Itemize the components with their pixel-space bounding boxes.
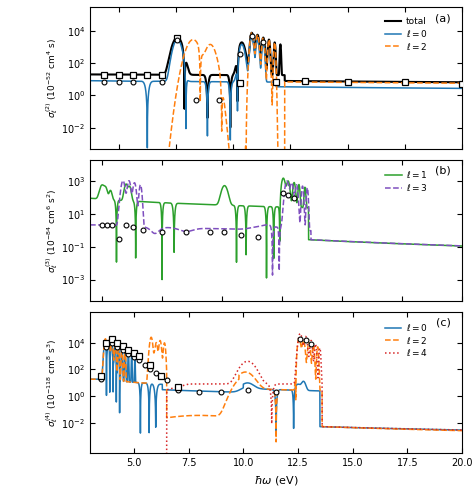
$\ell=1$	[222, 183, 228, 189]
Line: $\ell=3$: $\ell=3$	[90, 180, 462, 275]
$\ell=3$	[459, 243, 465, 249]
Y-axis label: $\sigma_\ell^{(3)}$ ($10^{-84}$ cm$^6$ s$^2$): $\sigma_\ell^{(3)}$ ($10^{-84}$ cm$^6$ s…	[44, 188, 60, 272]
$\ell=2$	[109, 339, 115, 345]
Line: $\ell=2$: $\ell=2$	[90, 337, 462, 442]
Legend: $\ell=0$, $\ell=2$, $\ell=4$: $\ell=0$, $\ell=2$, $\ell=4$	[382, 318, 432, 362]
$\ell=1$	[383, 240, 389, 246]
$\ell=0$	[440, 427, 446, 433]
$\ell=3$	[324, 238, 329, 244]
$\ell=2$	[222, 104, 228, 110]
$\ell=0$	[87, 376, 93, 382]
total	[249, 30, 255, 36]
$\ell=3$	[87, 222, 93, 228]
$\ell=0$	[269, 387, 275, 393]
$\ell=4$	[297, 331, 303, 336]
$\ell=2$	[269, 387, 275, 393]
$\ell=4$	[440, 426, 446, 432]
Line: $\ell=1$: $\ell=1$	[90, 178, 462, 280]
Line: total: total	[90, 33, 462, 128]
$\ell=0$	[459, 427, 465, 433]
X-axis label: $\hbar\omega$ (eV): $\hbar\omega$ (eV)	[254, 474, 299, 487]
total	[459, 80, 465, 85]
$\ell=2$	[273, 439, 279, 445]
Line: $\ell=4$: $\ell=4$	[90, 333, 462, 463]
$\ell=1$	[308, 237, 313, 243]
$\ell=2$	[459, 80, 465, 86]
Line: $\ell=0$: $\ell=0$	[90, 36, 462, 148]
$\ell=4$	[87, 460, 93, 466]
Legend: total, $\ell=0$, $\ell=2$: total, $\ell=0$, $\ell=2$	[382, 13, 432, 55]
Y-axis label: $\sigma_\ell^{(2)}$ ($10^{-52}$ cm$^4$ s): $\sigma_\ell^{(2)}$ ($10^{-52}$ cm$^4$ s…	[45, 38, 60, 118]
$\ell=3$	[363, 239, 369, 245]
Text: (a): (a)	[435, 13, 451, 23]
$\ell=2$	[459, 428, 465, 434]
$\ell=2$	[89, 376, 95, 382]
total	[106, 72, 111, 78]
$\ell=2$	[103, 336, 109, 342]
$\ell=0$	[363, 84, 369, 90]
$\ell=0$	[249, 33, 255, 39]
$\ell=0$	[383, 85, 389, 91]
$\ell=0$	[324, 84, 329, 90]
Line: $\ell=0$: $\ell=0$	[90, 340, 462, 433]
$\ell=0$	[160, 387, 166, 393]
total	[308, 78, 313, 84]
$\ell=4$	[269, 408, 275, 414]
$\ell=2$	[383, 80, 389, 85]
$\ell=4$	[459, 427, 465, 433]
total	[228, 125, 233, 131]
$\ell=3$	[106, 222, 111, 228]
$\ell=1$	[324, 238, 329, 244]
$\ell=0$	[103, 338, 109, 344]
$\ell=0$	[102, 337, 108, 343]
$\ell=4$	[160, 460, 166, 466]
$\ell=2$	[148, 334, 154, 340]
$\ell=3$	[222, 226, 228, 232]
$\ell=0$	[222, 79, 228, 85]
$\ell=0$	[109, 342, 115, 348]
$\ell=2$	[87, 173, 93, 179]
Text: (c): (c)	[436, 318, 451, 328]
$\ell=3$	[270, 272, 275, 278]
$\ell=0$	[87, 78, 93, 83]
$\ell=1$	[459, 243, 465, 249]
$\ell=2$	[440, 427, 446, 433]
$\ell=1$	[281, 175, 286, 181]
$\ell=3$	[120, 177, 126, 183]
$\ell=2$	[106, 173, 111, 179]
$\ell=0$	[145, 145, 150, 151]
$\ell=1$	[106, 190, 111, 196]
$\ell=2$	[324, 79, 329, 85]
$\ell=4$	[89, 460, 95, 466]
$\ell=2$	[308, 79, 313, 85]
Text: (b): (b)	[435, 166, 451, 175]
total	[87, 72, 93, 78]
total	[363, 79, 369, 84]
Y-axis label: $\sigma_\ell^{(4)}$ ($10^{-118}$ cm$^8$ s$^3$): $\sigma_\ell^{(4)}$ ($10^{-118}$ cm$^8$ …	[45, 338, 60, 427]
$\ell=0$	[273, 430, 279, 436]
$\ell=2$	[87, 376, 93, 382]
$\ell=0$	[459, 85, 465, 91]
$\ell=2$	[160, 350, 166, 356]
$\ell=1$	[363, 240, 369, 246]
$\ell=0$	[308, 84, 313, 90]
$\ell=3$	[383, 240, 389, 246]
$\ell=1$	[87, 195, 93, 201]
$\ell=0$	[89, 376, 95, 382]
Line: $\ell=2$: $\ell=2$	[90, 33, 462, 176]
$\ell=4$	[109, 460, 115, 466]
Legend: $\ell=1$, $\ell=3$: $\ell=1$, $\ell=3$	[382, 166, 432, 197]
$\ell=3$	[308, 228, 313, 234]
total	[324, 79, 329, 84]
$\ell=0$	[106, 78, 111, 84]
$\ell=2$	[363, 80, 369, 85]
total	[383, 79, 389, 85]
$\ell=2$	[249, 30, 255, 36]
$\ell=4$	[103, 460, 109, 466]
total	[222, 72, 228, 78]
$\ell=1$	[159, 277, 165, 283]
